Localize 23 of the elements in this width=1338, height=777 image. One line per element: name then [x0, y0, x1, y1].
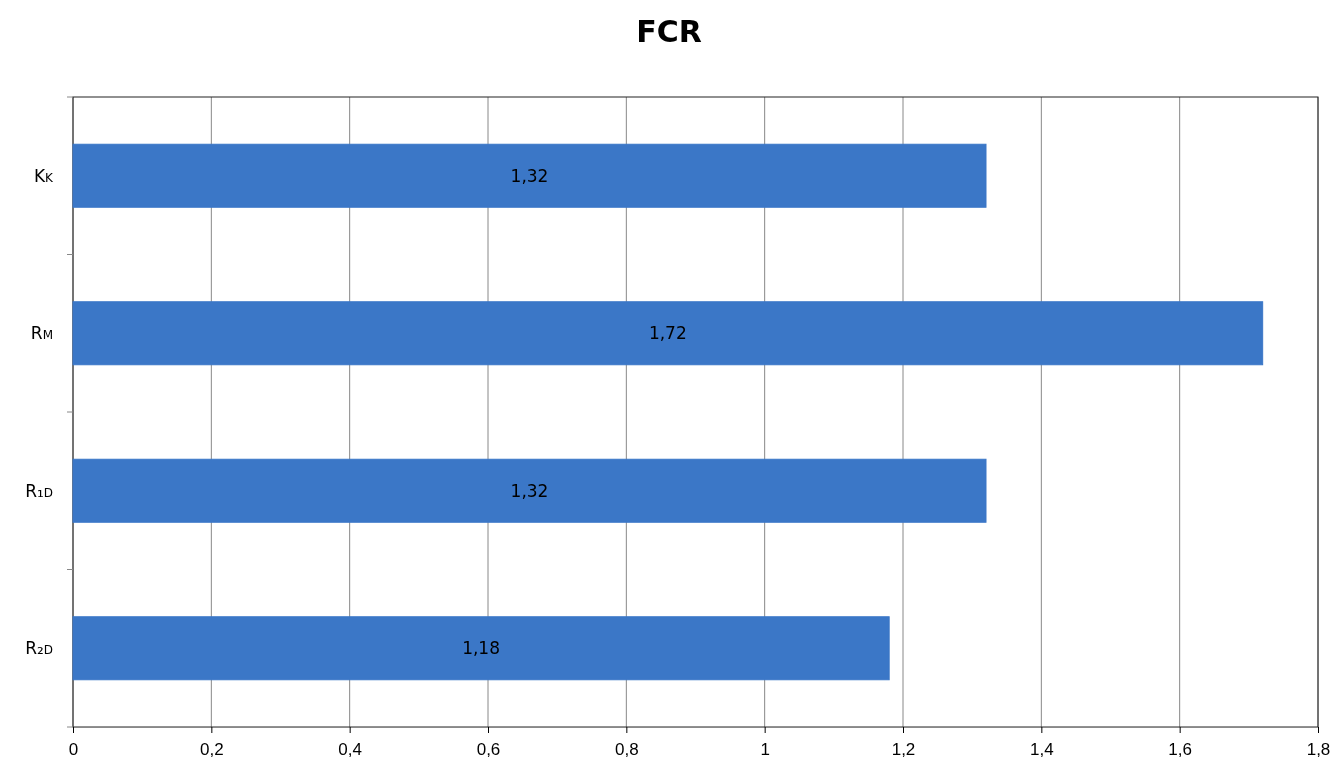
x-tick-label: 0,2 [200, 739, 224, 759]
x-tick-label: 0,4 [338, 739, 362, 759]
bar [72, 616, 890, 681]
y-tick-label: Kk [33, 165, 55, 186]
bar [72, 458, 987, 523]
data-label: 1,72 [648, 323, 687, 344]
y-tick-label: Rm [30, 323, 53, 344]
x-tick-label: 0,8 [615, 739, 639, 759]
data-label: 1,32 [510, 165, 549, 186]
x-tick-label: 1,4 [1030, 739, 1054, 759]
bar [72, 301, 1264, 366]
x-tick-label: 0,6 [476, 739, 501, 759]
x-tick-label: 1 [760, 739, 770, 759]
y-tick-label: R₂d [25, 638, 53, 659]
chart-title: FCR [636, 14, 702, 49]
bar [72, 143, 987, 208]
y-tick-label: R₁d [25, 480, 53, 501]
x-tick-label: 1,6 [1168, 739, 1192, 759]
x-tick-label: 0 [68, 739, 79, 759]
data-label: 1,32 [510, 480, 549, 501]
data-label: 1,18 [462, 638, 501, 659]
x-tick-label: 1,2 [891, 739, 916, 759]
x-tick-label: 1,8 [1306, 739, 1331, 759]
